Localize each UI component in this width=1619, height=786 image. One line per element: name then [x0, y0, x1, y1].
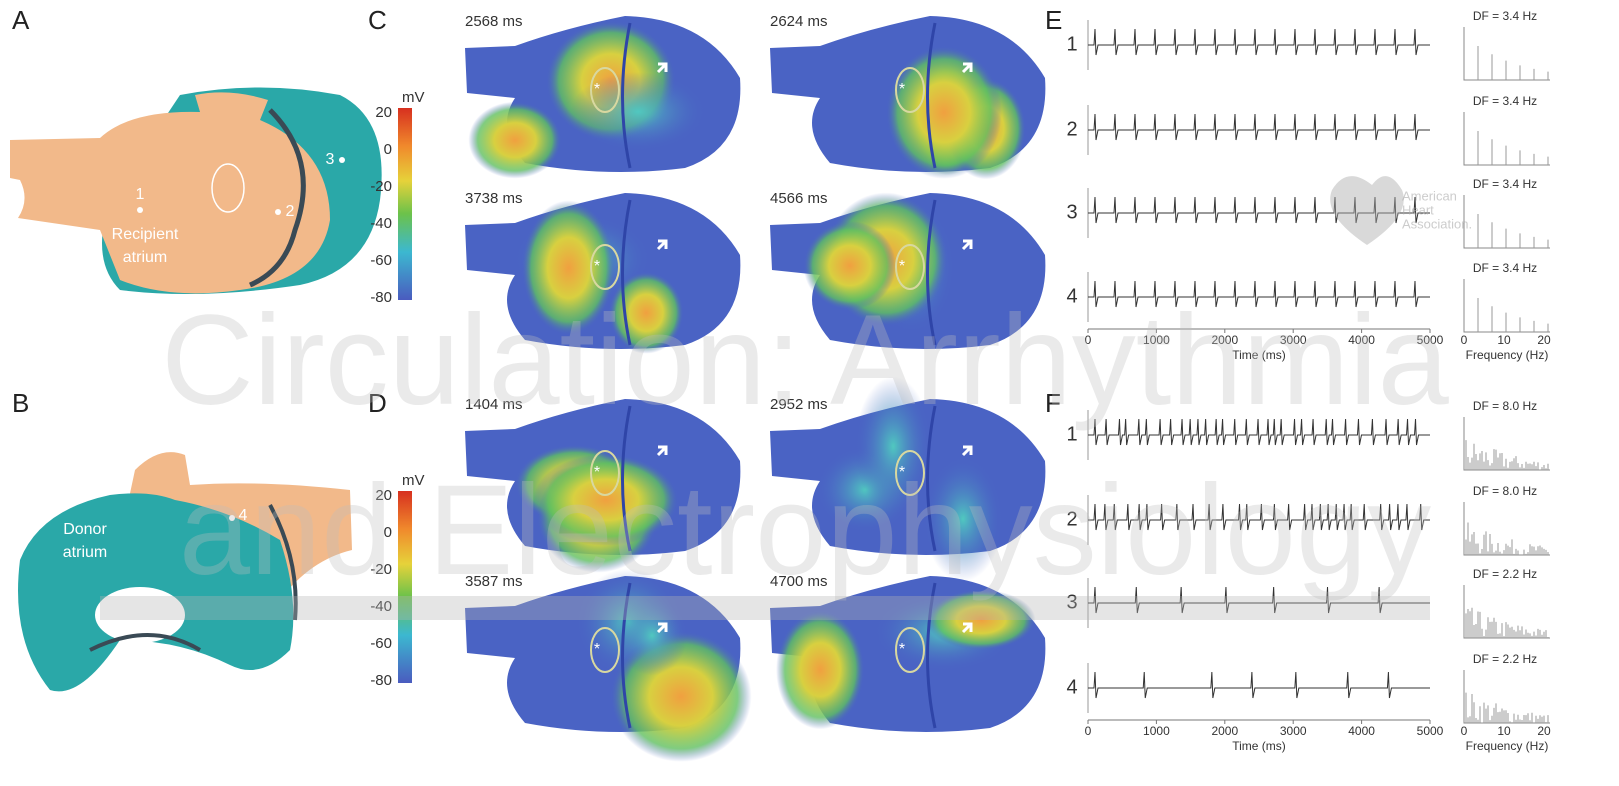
spectrum	[1466, 522, 1548, 555]
spectrum	[1466, 440, 1548, 470]
region-label: Donor	[63, 521, 107, 538]
spectrum	[1466, 46, 1548, 80]
colorbar-unit: mV	[402, 89, 425, 106]
time-tick: 5000	[1417, 724, 1444, 738]
df-label: DF = 2.2 Hz	[1473, 652, 1537, 666]
region-label: atrium	[63, 544, 107, 561]
time-tick: 1000	[1143, 724, 1170, 738]
site-dot	[339, 157, 345, 163]
freq-tick: 0	[1461, 724, 1468, 738]
marker: *	[899, 258, 905, 275]
axis-title: Frequency (Hz)	[1466, 739, 1549, 753]
voltage-map: * 2624 ms	[770, 13, 1045, 179]
figure-content: 123RecipientatriumA4DonoratriumBCmV200-2…	[10, 5, 1551, 762]
activation-patch	[468, 102, 561, 179]
axis-title: Frequency (Hz)	[1466, 348, 1549, 362]
lead-label: 4	[1066, 676, 1077, 698]
marker: *	[594, 81, 600, 98]
time-tick: 4000	[1348, 724, 1375, 738]
frame-time: 2624 ms	[770, 13, 828, 30]
df-label: DF = 8.0 Hz	[1473, 399, 1537, 413]
electrogram	[1088, 29, 1430, 55]
marker: *	[594, 258, 600, 275]
frame-time: 3738 ms	[465, 190, 523, 207]
electrogram	[1088, 114, 1430, 140]
lead-label: 1	[1066, 33, 1077, 55]
colorbar-tick: -20	[370, 178, 392, 195]
panel-label: E	[1045, 5, 1062, 35]
df-label: DF = 3.4 Hz	[1473, 177, 1537, 191]
spectrum	[1466, 608, 1548, 638]
site-label: 3	[326, 151, 335, 168]
logo-text: Heart	[1402, 202, 1434, 217]
spectrum-frame	[1464, 417, 1550, 470]
logo-text: Association.	[1402, 216, 1472, 231]
spectrum-frame	[1464, 27, 1550, 80]
site-label: 2	[286, 203, 295, 220]
freq-tick: 10	[1497, 333, 1511, 347]
marker: *	[899, 81, 905, 98]
freq-tick: 20	[1537, 333, 1551, 347]
spectrum-frame	[1464, 112, 1550, 165]
figure: 123RecipientatriumA4DonoratriumBCmV200-2…	[0, 0, 1619, 786]
site-dot	[275, 209, 281, 215]
panel-label: B	[12, 388, 29, 418]
time-tick: 3000	[1280, 724, 1307, 738]
electrogram	[1088, 672, 1430, 698]
colorbar-tick: -40	[370, 215, 392, 232]
colorbar-tick: 0	[384, 141, 392, 158]
site-label: 1	[136, 186, 145, 203]
watermark: Circulation: Arrhythmia	[161, 289, 1449, 432]
spectrum-frame	[1464, 279, 1550, 332]
spectrum	[1466, 131, 1548, 165]
marker: *	[594, 641, 600, 658]
colorbar-tick: -60	[370, 635, 392, 652]
watermark: and Electrophysiology	[179, 459, 1431, 602]
df-label: DF = 3.4 Hz	[1473, 94, 1537, 108]
site-dot	[137, 207, 143, 213]
time-tick: 2000	[1211, 724, 1238, 738]
colorbar-tick: -60	[370, 252, 392, 269]
lead-label: 3	[1066, 201, 1077, 223]
spectrum-frame	[1464, 502, 1550, 555]
df-label: DF = 3.4 Hz	[1473, 9, 1537, 23]
frame-time: 4566 ms	[770, 190, 828, 207]
activation-patch	[886, 46, 1002, 179]
df-label: DF = 2.2 Hz	[1473, 567, 1537, 581]
freq-tick: 20	[1537, 724, 1551, 738]
freq-tick: 0	[1461, 333, 1468, 347]
marker: *	[899, 641, 905, 658]
spectrum-frame	[1464, 670, 1550, 723]
logo-heart	[1330, 176, 1404, 245]
colorbar-tick: -80	[370, 672, 392, 689]
spectrum	[1466, 214, 1548, 248]
logo-text: American	[1402, 188, 1457, 203]
panel-label: C	[368, 5, 387, 35]
spectrum	[1466, 298, 1548, 332]
freq-tick: 10	[1497, 724, 1511, 738]
spectrum	[1466, 693, 1548, 723]
lead-label: 2	[1066, 118, 1077, 140]
colorbar	[398, 108, 412, 300]
region-label: Recipient	[112, 226, 179, 243]
voltage-map: * 2568 ms	[465, 13, 740, 179]
time-tick: 0	[1085, 724, 1092, 738]
region-label: atrium	[123, 249, 167, 266]
df-label: DF = 3.4 Hz	[1473, 261, 1537, 275]
panel-label: A	[12, 5, 30, 35]
spectrum-frame	[1464, 195, 1550, 248]
df-label: DF = 8.0 Hz	[1473, 484, 1537, 498]
activation-patch	[776, 610, 865, 729]
axis-title: Time (ms)	[1232, 739, 1286, 753]
colorbar-tick: 20	[375, 104, 392, 121]
frame-time: 2568 ms	[465, 13, 523, 30]
spectrum-frame	[1464, 585, 1550, 638]
